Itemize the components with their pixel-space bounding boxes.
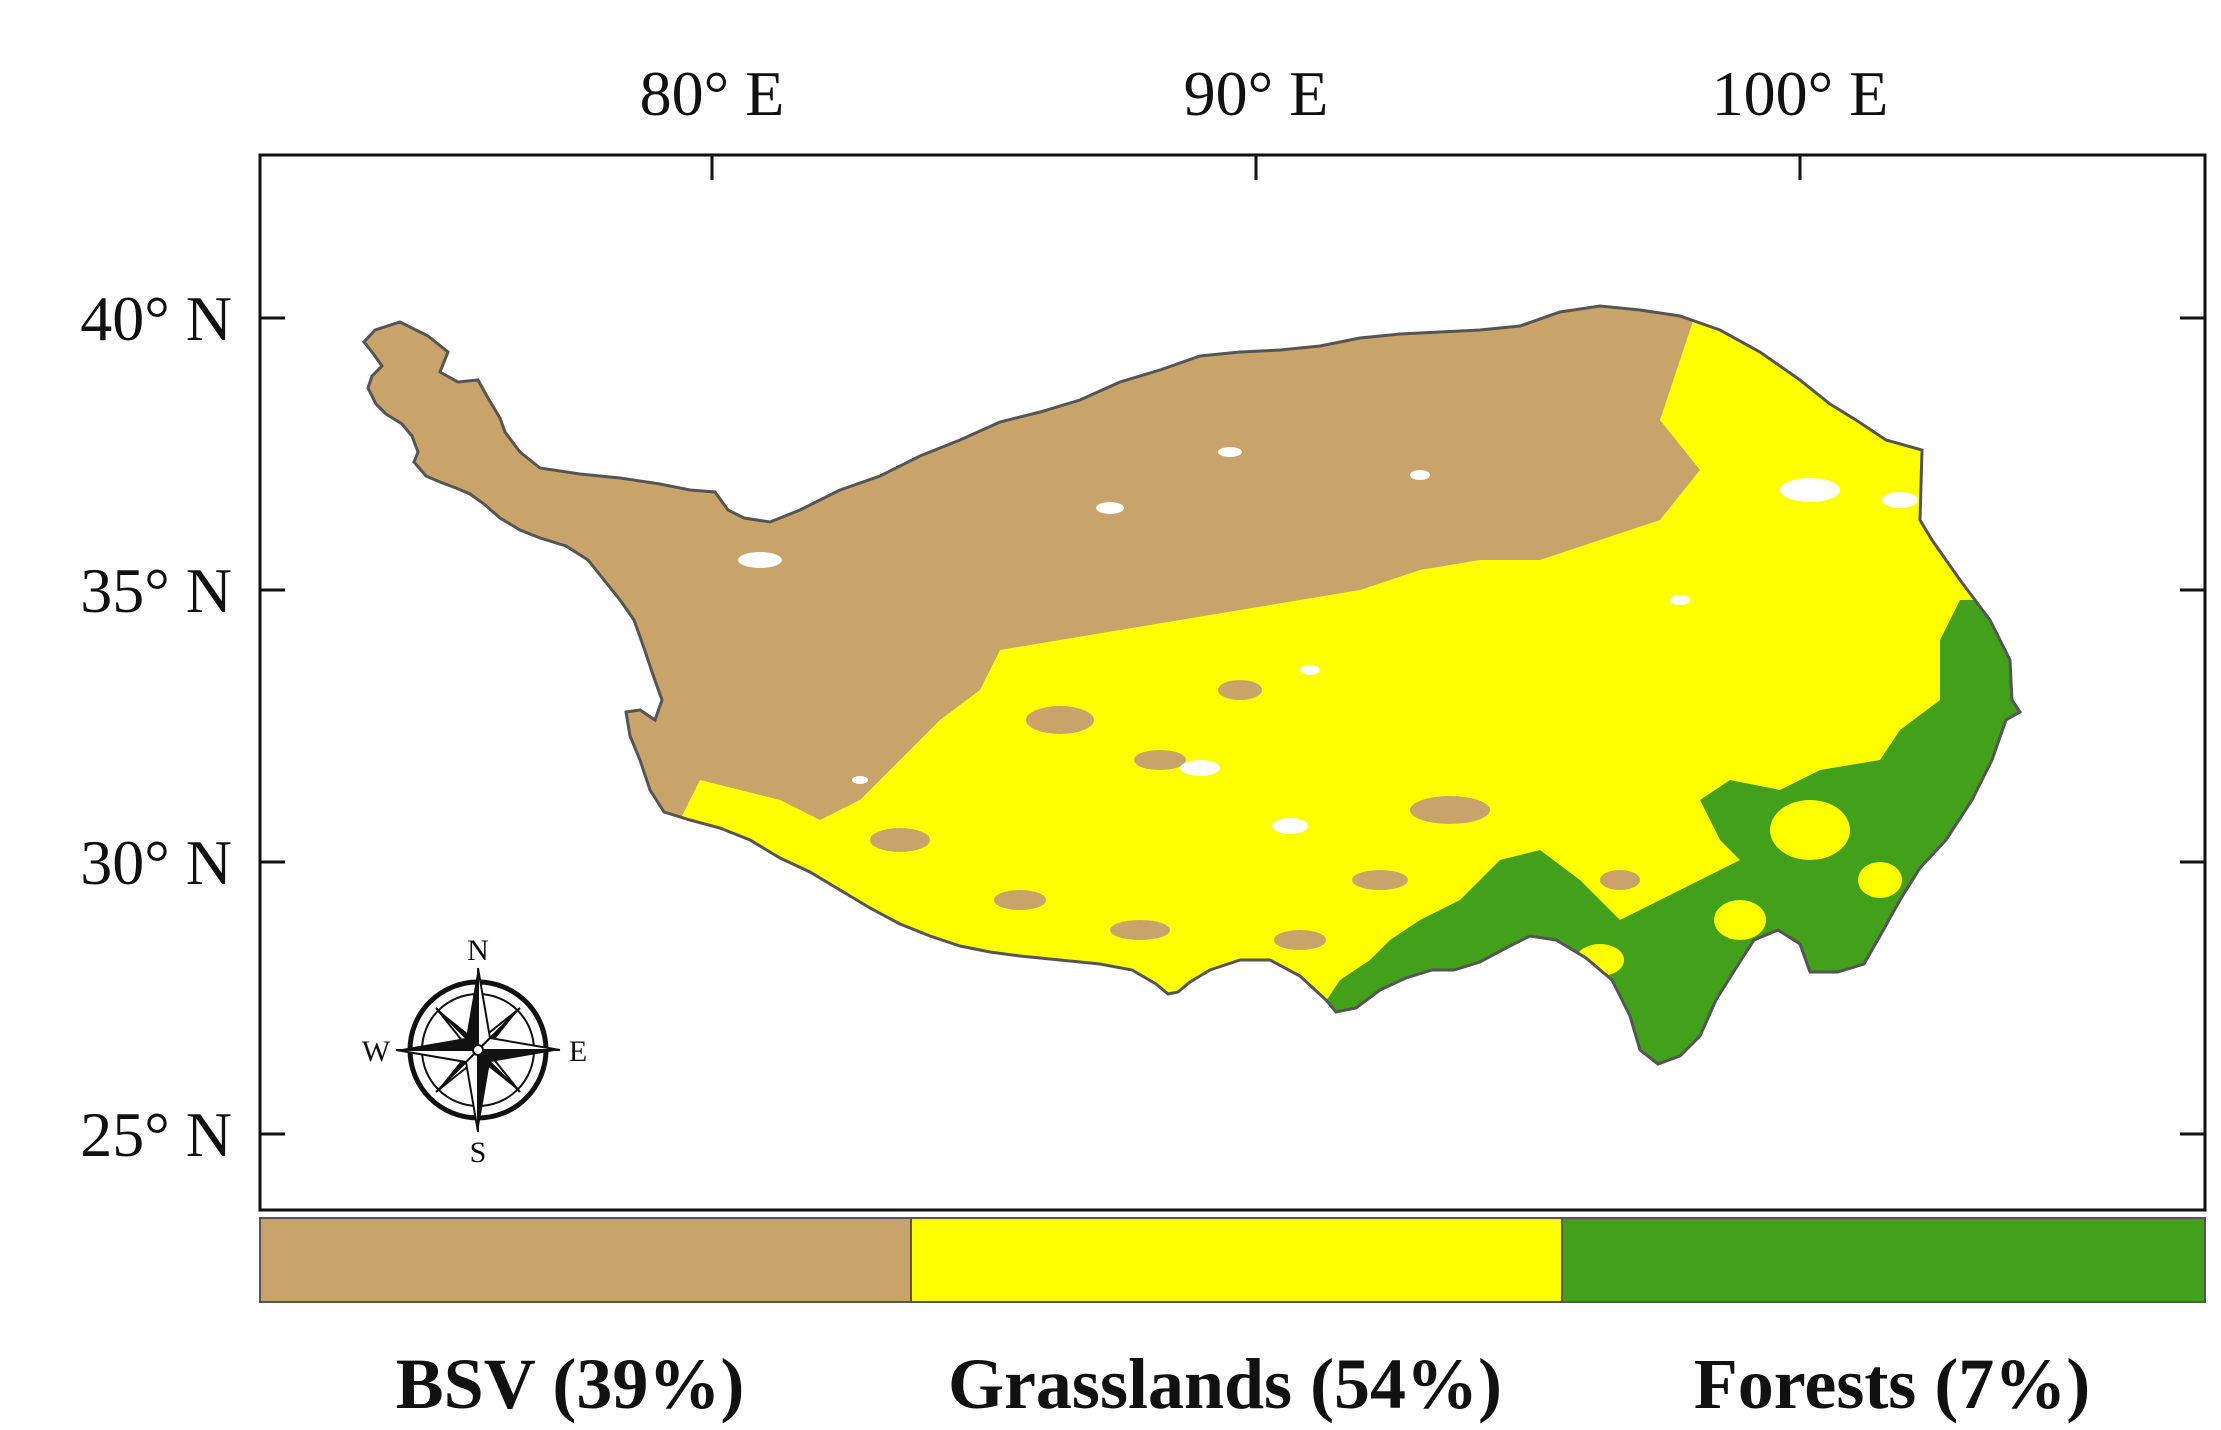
legend-swatch-forests <box>1561 1217 2206 1303</box>
compass-south-label: S <box>470 1136 487 1169</box>
tibetan-plateau-map <box>364 306 2020 1064</box>
grassland-pockets <box>1576 800 1902 976</box>
compass-rose-icon: N S E W <box>362 934 587 1169</box>
side-tick-marks <box>260 316 2205 1136</box>
lon-label-100e: 100° E <box>1712 58 1889 129</box>
lat-label-25n: 25° N <box>80 1099 232 1170</box>
legend-label-grasslands: Grasslands (54%) <box>948 1344 1502 1424</box>
lon-label-80e: 80° E <box>640 58 785 129</box>
compass-north-label: N <box>467 934 489 967</box>
top-tick-marks <box>710 155 1802 180</box>
legend-swatch-bsv <box>259 1217 912 1303</box>
lat-label-30n: 30° N <box>80 827 232 898</box>
lat-label-40n: 40° N <box>80 283 232 354</box>
legend-label-forests: Forests (7%) <box>1694 1344 2091 1424</box>
compass-west-label: W <box>362 1035 391 1068</box>
lon-label-90e: 90° E <box>1184 58 1329 129</box>
compass-east-label: E <box>569 1035 587 1068</box>
legend-label-bsv: BSV (39%) <box>396 1344 745 1424</box>
lat-label-35n: 35° N <box>80 555 232 626</box>
plateau-outline <box>362 304 2023 1066</box>
legend-bar <box>259 1217 2206 1303</box>
map-frame <box>258 153 2207 1212</box>
legend-swatch-grasslands <box>910 1217 1563 1303</box>
no-data-patches <box>738 447 1918 834</box>
